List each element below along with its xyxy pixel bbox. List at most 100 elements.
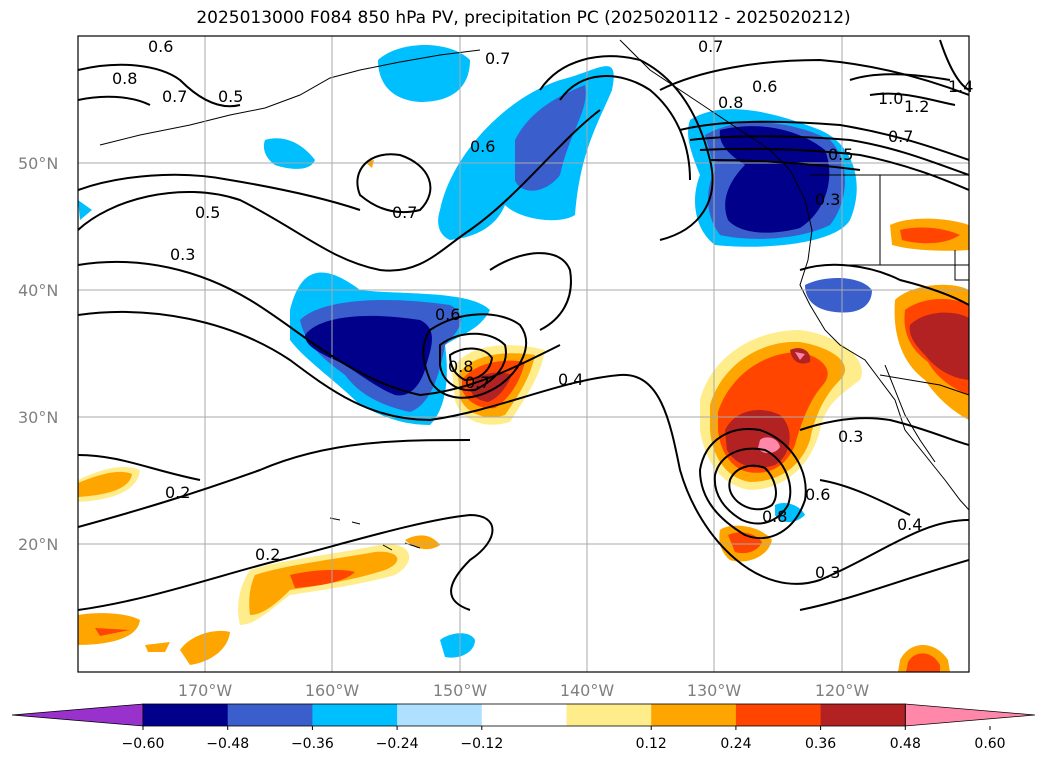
pv-contour — [439, 332, 507, 392]
colorbar-tick-label: 0.12 — [636, 736, 667, 752]
contour-label: 0.2 — [165, 483, 190, 502]
contour-label: 0.6 — [805, 485, 830, 504]
pv-contour — [78, 173, 361, 211]
precip-pos-region — [78, 471, 132, 497]
pv-contour — [849, 73, 951, 81]
map-frame — [77, 35, 970, 673]
pv-contour — [819, 479, 911, 516]
precip-neg-region — [78, 200, 92, 220]
colorbar-segment — [397, 704, 483, 726]
pv-contour — [709, 159, 861, 171]
pv-contour — [728, 464, 777, 511]
precip-neg-region — [305, 315, 432, 396]
lon-tick-label: 160°W — [305, 681, 360, 700]
precip-pos-region — [290, 569, 355, 588]
contour-label-group: 0.6 0.5 0.8 0.7 0.7 0.6 0.7 0.6 1.4 1.2 … — [112, 37, 973, 582]
colorbar-tick-label: 0.24 — [720, 736, 751, 752]
precip-pos-region — [405, 535, 440, 550]
pv-contour — [448, 347, 494, 382]
contour-label: 0.4 — [897, 515, 922, 534]
colorbar-tick-label: 0.60 — [974, 736, 1005, 752]
pv-contour — [78, 260, 561, 397]
lat-tick-label: 50°N — [18, 154, 58, 173]
lon-tick-label: 130°W — [687, 681, 742, 700]
precip-neg-region — [805, 278, 872, 313]
pv-contour — [78, 95, 151, 106]
pv-contour — [869, 92, 956, 106]
contour-label: 0.6 — [470, 137, 495, 156]
coastlines — [99, 39, 969, 551]
lon-tick-label: 120°W — [815, 681, 870, 700]
map-title: 2025013000 F084 850 hPa PV, precipitatio… — [196, 8, 851, 28]
contour-label: 1.0 — [878, 89, 903, 108]
pv-contour — [78, 311, 969, 585]
pv-contour — [78, 439, 471, 528]
pv-contour — [559, 75, 691, 181]
contour-label: 1.2 — [904, 97, 929, 116]
pv-contour — [698, 428, 807, 540]
pv-contour — [78, 63, 241, 108]
colorbar-segment — [566, 704, 652, 726]
contour-label: 0.7 — [162, 87, 187, 106]
lat-tick-label: 20°N — [18, 535, 58, 554]
colorbar: −0.60 −0.48 −0.36 −0.24 −0.12 0.12 0.24 0.36 0.4… — [11, 703, 1036, 752]
contour-label: 0.7 — [698, 37, 723, 56]
contour-label: 0.5 — [195, 203, 220, 222]
contour-label: 0.5 — [218, 87, 243, 106]
lat-tick-label: 40°N — [18, 281, 58, 300]
precip-neg-region — [719, 126, 830, 233]
contour-label: 0.5 — [828, 145, 853, 164]
pv-contour — [489, 252, 572, 331]
contour-label: 1.4 — [948, 77, 973, 96]
coastline-alaska — [99, 49, 481, 146]
lat-tick-label: 30°N — [18, 408, 58, 427]
precip-pos-region — [909, 312, 969, 380]
precip-neg-region — [440, 633, 475, 658]
axis-labels: 50°N 40°N 30°N 20°N 170°W 160°W 150°W 14… — [18, 154, 869, 700]
colorbar-extend-max — [904, 703, 1036, 727]
colorbar-segment — [820, 704, 906, 726]
contour-label: 0.4 — [558, 370, 583, 389]
lon-tick-label: 140°W — [560, 681, 615, 700]
contour-label: 0.7 — [392, 203, 417, 222]
contour-label: 0.2 — [255, 545, 280, 564]
contour-label: 0.8 — [718, 93, 743, 112]
contour-label: 0.3 — [838, 427, 863, 446]
contour-label: 0.7 — [485, 49, 510, 68]
pv-contour — [799, 417, 969, 446]
precip-pos-region — [900, 227, 960, 244]
colorbar-segment — [735, 704, 822, 726]
contour-label: 0.3 — [170, 245, 195, 264]
coastline-baja — [884, 364, 936, 463]
precip-pos-region — [95, 628, 130, 636]
contour-label: 0.8 — [762, 507, 787, 526]
pv-contour — [356, 153, 432, 214]
border-states — [840, 175, 969, 281]
precip-pos-region — [906, 653, 940, 672]
precip-neg-region — [378, 45, 470, 102]
colorbar-segment — [651, 704, 737, 726]
pv-contour — [699, 147, 969, 191]
colorbar-segment — [143, 704, 229, 726]
colorbar-extend-min — [11, 703, 144, 727]
colorbar-tick-label: −0.24 — [376, 736, 419, 752]
pv-contour — [78, 454, 201, 481]
precip-pos-region — [795, 352, 805, 360]
pv-contour — [539, 55, 714, 241]
lon-tick-label: 150°W — [433, 681, 488, 700]
precip-neg-region — [515, 85, 586, 191]
pv-contour — [78, 513, 494, 611]
pv-contour — [659, 58, 969, 96]
pv-contour — [713, 447, 792, 525]
precip-pos-region — [145, 642, 170, 652]
pv-contour — [679, 120, 969, 161]
colorbar-tick-label: −0.60 — [122, 736, 165, 752]
colorbar-segment — [481, 704, 567, 726]
pv-contour — [689, 135, 969, 176]
pv-contour — [799, 559, 969, 611]
pv-contour — [78, 109, 601, 272]
colorbar-tick-label: 0.36 — [805, 736, 836, 752]
colorbar-segment — [227, 704, 313, 726]
colorbar-frame — [142, 703, 906, 727]
